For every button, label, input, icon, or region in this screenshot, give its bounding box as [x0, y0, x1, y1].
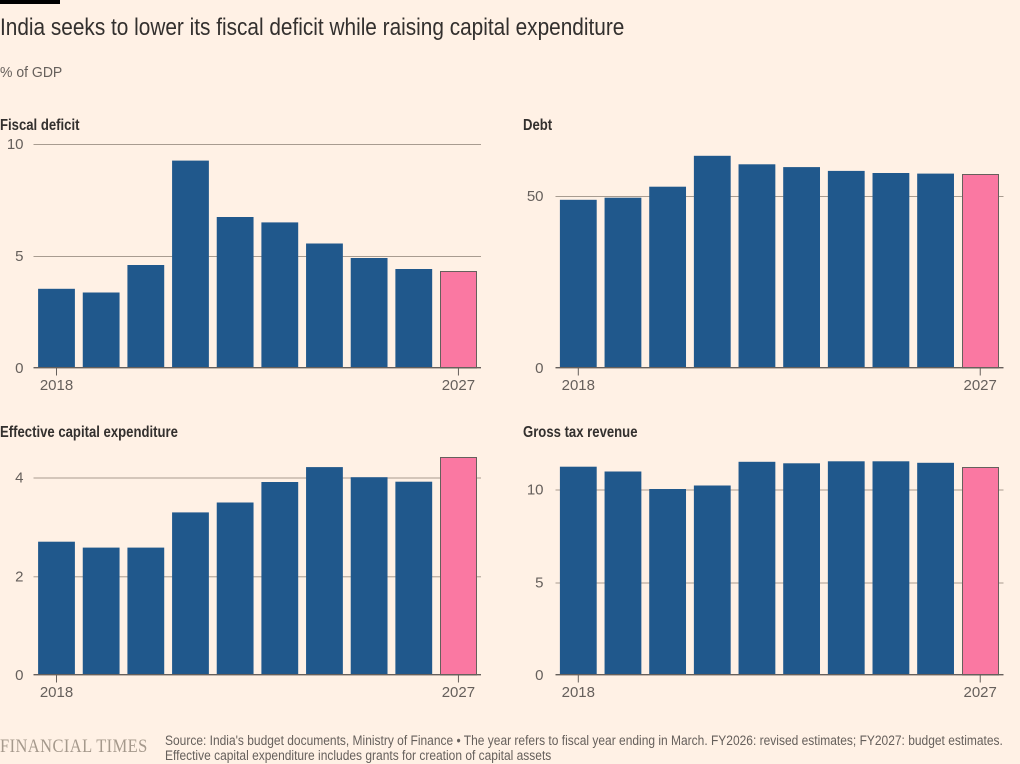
- svg-text:0: 0: [15, 360, 23, 377]
- svg-text:5: 5: [15, 248, 23, 265]
- svg-text:2027: 2027: [442, 377, 475, 394]
- svg-text:2027: 2027: [964, 377, 997, 394]
- svg-text:0: 0: [535, 360, 543, 377]
- svg-text:4: 4: [15, 470, 23, 487]
- svg-text:10: 10: [7, 136, 24, 153]
- svg-text:50: 50: [527, 188, 544, 205]
- svg-text:2027: 2027: [442, 684, 475, 701]
- svg-text:0: 0: [535, 667, 543, 684]
- svg-text:2018: 2018: [562, 377, 595, 394]
- svg-text:0: 0: [15, 667, 23, 684]
- svg-text:5: 5: [535, 575, 543, 592]
- svg-text:10: 10: [527, 482, 544, 499]
- svg-text:2018: 2018: [562, 684, 595, 701]
- svg-text:2018: 2018: [40, 684, 73, 701]
- svg-text:2027: 2027: [964, 684, 997, 701]
- svg-text:2: 2: [15, 569, 23, 586]
- svg-text:2018: 2018: [40, 377, 73, 394]
